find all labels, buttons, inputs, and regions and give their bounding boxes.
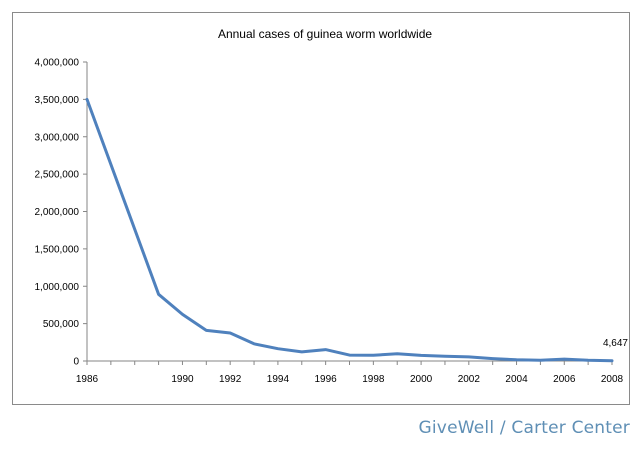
series-line: [85, 97, 614, 363]
x-tick-label: 1990: [171, 374, 194, 385]
chart-title: Annual cases of guinea worm worldwide: [218, 27, 432, 41]
y-tick-label: 3,000,000: [35, 132, 80, 143]
y-tick-label: 1,500,000: [35, 244, 80, 255]
x-tick-label: 2008: [601, 374, 624, 385]
y-tick-label: 0: [73, 357, 79, 368]
source-credit: GiveWell / Carter Center: [418, 418, 630, 438]
x-tick-label: 1998: [362, 374, 385, 385]
y-tick-label: 4,000,000: [35, 58, 80, 69]
y-tick-label: 2,500,000: [35, 170, 80, 181]
x-tick-label: 1986: [76, 374, 99, 385]
x-tick-label: 1994: [267, 374, 290, 385]
x-tick-label: 2000: [410, 374, 433, 385]
x-tick-label: 2004: [505, 374, 528, 385]
y-tick-label: 500,000: [43, 319, 80, 330]
series-group: [85, 97, 614, 363]
y-tick-label: 3,500,000: [35, 95, 80, 106]
x-tick-label: 2006: [553, 374, 576, 385]
annotation-group: 4,647: [603, 338, 628, 349]
x-tick-label: 2002: [458, 374, 481, 385]
y-tick-label: 1,000,000: [35, 282, 80, 293]
y-tick-label: 2,000,000: [35, 207, 80, 218]
x-tick-label: 1992: [219, 374, 242, 385]
chart-frame: [12, 12, 630, 405]
data-label: 4,647: [603, 338, 628, 349]
y-axis-group: 0 500,000 1,000,000 1,500,000 2,000,000 2,500…: [35, 58, 88, 368]
x-axis-group: 1986 1990 1992 1994 1996 1998 2000 2002 2004 2006…: [76, 360, 624, 385]
x-tick-label: 1996: [315, 374, 338, 385]
